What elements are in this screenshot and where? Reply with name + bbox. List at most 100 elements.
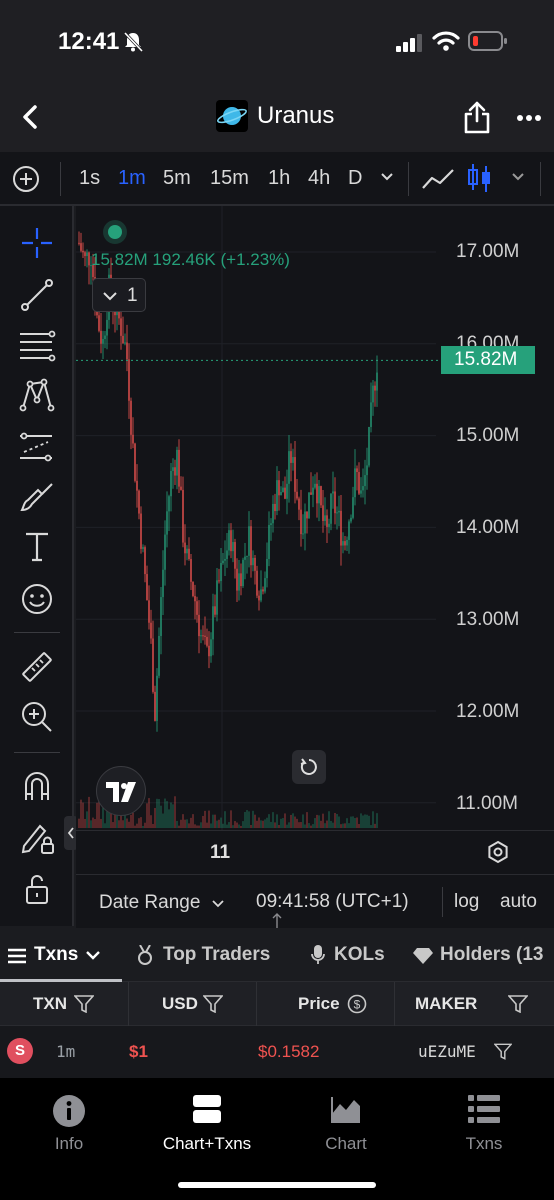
candle-body — [102, 339, 104, 344]
candle-body — [168, 496, 170, 512]
txn-maker[interactable]: uEZuME — [418, 1042, 476, 1061]
add-indicator-icon[interactable] — [12, 165, 40, 193]
tab-top-traders[interactable]: Top Traders — [163, 944, 271, 965]
volume-bar — [372, 811, 374, 828]
candle-body — [166, 511, 168, 535]
candle-body — [226, 550, 228, 559]
volume-bar — [282, 818, 284, 828]
candlestick-chart[interactable] — [76, 206, 554, 830]
table-row[interactable]: S 1m $1 $0.1582 uEZuME — [0, 1026, 554, 1078]
reset-chart-button[interactable] — [292, 750, 326, 784]
tab-kols[interactable]: KOLs — [334, 944, 385, 965]
volume-bar — [104, 823, 106, 828]
chart-style-dropdown-icon[interactable] — [511, 172, 525, 182]
volume-bar — [332, 822, 334, 828]
candle-body — [272, 503, 274, 524]
volume-bar — [260, 820, 262, 828]
auto-scale-toggle[interactable]: auto — [500, 891, 537, 912]
price-axis-label: 12.00M — [456, 701, 520, 722]
volume-bar — [200, 822, 202, 828]
candle-body — [278, 480, 280, 496]
candle-body — [312, 487, 314, 495]
candlestick-style-icon[interactable] — [466, 162, 494, 194]
unlock-icon[interactable] — [18, 870, 56, 908]
legend-collapse-button[interactable]: 1 — [92, 278, 146, 312]
nav-chart-txns[interactable]: Chart+Txns — [138, 1094, 276, 1154]
txns-table-header: TXN USD Price $ MAKER — [0, 982, 554, 1026]
candle-body — [122, 335, 124, 344]
volume-bar — [82, 802, 84, 828]
candle-body — [350, 517, 352, 522]
interval-d[interactable]: D — [348, 167, 363, 189]
volume-bar — [354, 817, 356, 828]
candle-body — [134, 443, 136, 481]
filter-icon[interactable] — [74, 995, 94, 1013]
back-chevron-icon[interactable] — [16, 102, 46, 132]
line-chart-style-icon[interactable] — [421, 166, 455, 192]
candle-body — [214, 606, 216, 615]
tradingview-logo[interactable] — [96, 766, 146, 816]
date-range-button[interactable]: Date Range — [99, 892, 224, 914]
share-icon[interactable] — [462, 100, 492, 134]
magnet-icon[interactable] — [18, 768, 56, 806]
chevron-down-icon[interactable] — [85, 950, 101, 960]
emoji-icon[interactable] — [18, 580, 56, 618]
zoom-in-icon[interactable] — [18, 698, 56, 736]
text-tool-icon[interactable] — [18, 528, 56, 566]
volume-bar — [172, 804, 174, 828]
candle-body — [254, 557, 256, 571]
trend-line-icon[interactable] — [18, 276, 56, 314]
volume-bar — [100, 818, 102, 828]
list-icon — [8, 948, 26, 964]
interval-1m[interactable]: 1m — [118, 167, 146, 189]
filter-icon[interactable] — [494, 1043, 512, 1060]
candle-body — [176, 449, 178, 476]
tab-holders[interactable]: Holders (13 — [440, 944, 544, 965]
candle-body — [366, 465, 368, 476]
lock-drawings-icon[interactable] — [18, 818, 56, 856]
txn-age: 1m — [56, 1042, 76, 1061]
interval-1h[interactable]: 1h — [268, 167, 291, 189]
log-scale-toggle[interactable]: log — [454, 891, 480, 912]
volume-bar — [232, 825, 234, 828]
ruler-icon[interactable] — [18, 648, 56, 686]
nav-txns[interactable]: Txns — [415, 1094, 553, 1154]
signal-icon — [396, 34, 422, 52]
nav-chart[interactable]: Chart — [277, 1094, 415, 1154]
filter-icon[interactable] — [203, 995, 223, 1013]
filter-icon[interactable] — [508, 995, 528, 1013]
interval-1s[interactable]: 1s — [79, 167, 101, 189]
interval-15m[interactable]: 15m — [210, 167, 249, 189]
price-chart[interactable]: 17.00M 16.00M 15.00M 14.00M 13.00M 12.00… — [76, 206, 554, 830]
currency-toggle-icon[interactable]: $ — [347, 994, 367, 1014]
tab-txns[interactable]: Txns — [34, 944, 79, 965]
candle-body — [216, 580, 218, 615]
time-axis[interactable]: 11 — [76, 830, 554, 874]
candle-body — [356, 468, 358, 473]
interval-5m[interactable]: 5m — [163, 167, 191, 189]
crosshair-icon[interactable] — [18, 224, 56, 262]
candle-body — [136, 480, 138, 491]
pattern-tool-icon[interactable] — [18, 376, 56, 414]
forecast-tool-icon[interactable] — [18, 428, 56, 466]
interval-dropdown-icon[interactable] — [380, 172, 394, 182]
collapse-toolbar-button[interactable] — [64, 816, 78, 850]
more-options-icon[interactable] — [516, 114, 542, 122]
volume-bar — [364, 814, 366, 828]
volume-bar — [330, 820, 332, 828]
volume-bar — [196, 825, 198, 828]
chart-toolbar: 1s 1m 5m 15m 1h 4h D — [0, 152, 554, 206]
volume-bar — [140, 817, 142, 828]
chart-settings-icon[interactable] — [486, 840, 510, 864]
timezone-clock[interactable]: 09:41:58 (UTC+1) — [256, 891, 409, 912]
nav-info[interactable]: Info — [0, 1094, 138, 1154]
volume-bar — [126, 818, 128, 828]
brush-icon[interactable] — [18, 478, 56, 516]
tradingview-logo-icon — [106, 782, 136, 802]
fib-retracement-icon[interactable] — [18, 326, 56, 364]
interval-4h[interactable]: 4h — [308, 167, 331, 189]
volume-bar — [276, 814, 278, 828]
volume-bar — [294, 816, 296, 828]
candle-body — [156, 675, 158, 721]
candle-body — [142, 547, 144, 549]
